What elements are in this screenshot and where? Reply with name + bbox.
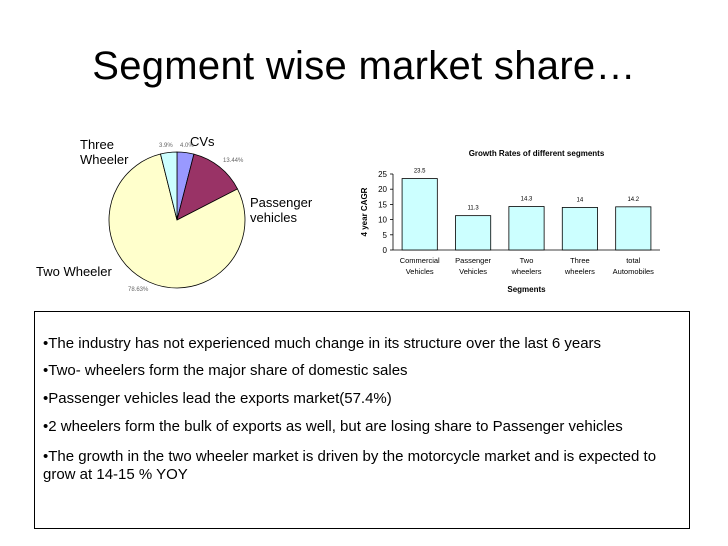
y-tick-label: 0 <box>383 246 388 255</box>
bar-data-label: 23.5 <box>414 169 426 175</box>
bar-data-label: 14.2 <box>627 197 639 203</box>
pie-slice <box>108 153 246 289</box>
x-category-label: Vehicles <box>459 267 487 276</box>
pie-datalabel-passenger-vehicles: 13.44% <box>223 158 244 164</box>
bullet-box: •The industry has not experienced much c… <box>34 311 690 529</box>
pie-slice <box>160 151 178 221</box>
bar <box>401 178 438 251</box>
pie-label-three-wheeler: Three Wheeler <box>80 137 129 167</box>
slide-title: Segment wise market share… <box>92 44 636 88</box>
bar-data-label: 14 <box>577 197 584 203</box>
bullet-item: •Two- wheelers form the major share of d… <box>43 362 408 379</box>
bar-data-label: 11.3 <box>467 206 479 212</box>
pie-label-cvs: CVs <box>190 134 215 149</box>
x-axis-label: Segments <box>507 285 546 294</box>
x-category-label: wheelers <box>510 267 541 276</box>
x-category-label: Two <box>520 256 534 265</box>
bar-data-label: 14.3 <box>521 197 533 203</box>
x-category-label: total <box>626 256 641 265</box>
y-tick-label: 20 <box>378 185 387 194</box>
pie-datalabel-cvs: 4.0% <box>180 143 194 149</box>
x-category-label: Passenger <box>455 256 491 265</box>
bullet-item: •The growth in the two wheeler market is… <box>43 448 657 483</box>
pie-datalabel-two-wheeler: 78.63% <box>128 287 149 293</box>
y-tick-label: 5 <box>383 231 388 240</box>
pie-slice <box>176 153 239 221</box>
bar-chart-title: Growth Rates of different segments <box>469 149 605 158</box>
pie-datalabel-three-wheeler: 3.9% <box>159 143 173 149</box>
y-tick-label: 15 <box>378 200 387 209</box>
pie-label-two-wheeler: Two Wheeler <box>36 264 112 279</box>
y-tick-label: 10 <box>378 216 387 225</box>
y-tick-label: 25 <box>378 170 387 179</box>
bar <box>561 207 598 251</box>
x-category-label: Three <box>570 256 590 265</box>
bullet-item: •Passenger vehicles lead the exports mar… <box>43 390 392 407</box>
x-category-label: wheelers <box>564 267 595 276</box>
pie-label-passenger-vehicles: Passenger vehicles <box>250 195 313 225</box>
bullet-item: •2 wheelers form the bulk of exports as … <box>43 418 623 435</box>
bullet-item: •The industry has not experienced much c… <box>43 335 602 352</box>
bar <box>455 215 492 251</box>
bar <box>615 206 652 251</box>
bar <box>508 206 545 251</box>
x-category-label: Automobiles <box>613 267 655 276</box>
y-axis-label: 4 year CAGR <box>360 187 369 236</box>
x-category-label: Commercial <box>400 256 440 265</box>
x-category-label: Vehicles <box>406 267 434 276</box>
